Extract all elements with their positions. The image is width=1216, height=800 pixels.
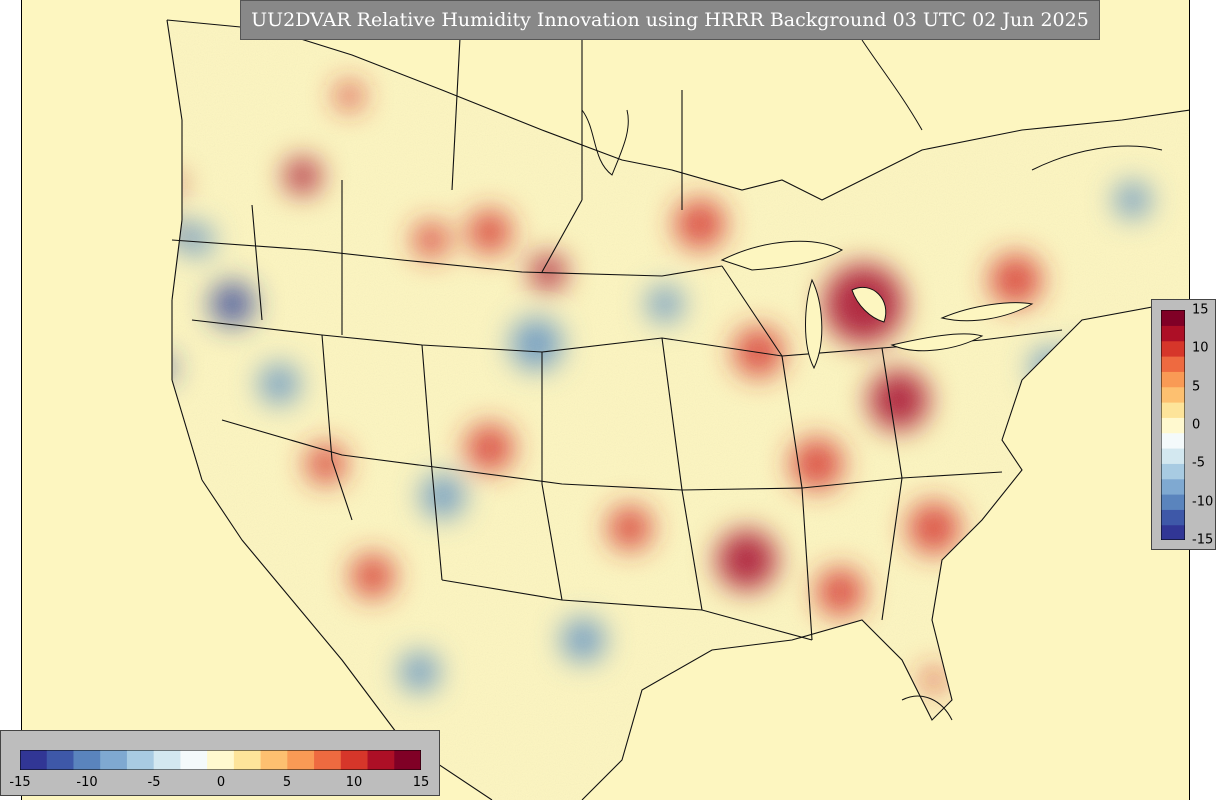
colorbar-segment <box>1161 448 1185 464</box>
colorbar-segment <box>314 750 342 770</box>
coastline-details <box>581 39 1163 721</box>
colorbar-segment <box>153 750 181 770</box>
colorbar-segment <box>1161 340 1185 357</box>
vertical-colorbar-ramp <box>1161 310 1185 540</box>
humidity-innovation-map <box>22 0 1189 800</box>
vbar-tick-15: 15 <box>1192 302 1209 318</box>
hbar-tick-5: 5 <box>282 775 292 790</box>
colorbar-segment <box>1161 494 1185 510</box>
colorbar-segment <box>20 750 48 770</box>
hbar-tick-10: 10 <box>345 775 363 790</box>
hbar-tick-minus15: -15 <box>9 775 31 790</box>
colorbar-segment <box>1161 478 1185 495</box>
colorbar-segment <box>287 750 315 770</box>
horizontal-colorbar-ramp <box>20 750 421 770</box>
colorbar-segment <box>73 750 101 770</box>
state-borders <box>166 0 1189 800</box>
map-title: UU2DVAR Relative Humidity Innovation usi… <box>240 0 1100 40</box>
colorbar-segment <box>1161 356 1185 372</box>
vbar-tick-10: 10 <box>1192 340 1209 356</box>
hbar-tick-15: 15 <box>412 775 430 790</box>
colorbar-segment <box>180 750 208 770</box>
colorbar-segment <box>100 750 128 770</box>
colorbar-segment <box>46 750 75 770</box>
colorbar-segment <box>1161 325 1185 342</box>
vbar-tick-minus10: -10 <box>1192 494 1214 510</box>
colorbar-segment <box>126 750 155 770</box>
colorbar-segment <box>1161 524 1185 540</box>
colorbar-segment <box>1161 417 1185 434</box>
colorbar-segment <box>233 750 262 770</box>
vbar-tick-5: 5 <box>1192 379 1201 395</box>
colorbar-segment <box>1161 386 1185 403</box>
vbar-tick-minus15: -15 <box>1192 532 1214 548</box>
colorbar-segment <box>1161 371 1185 388</box>
horizontal-colorbar: -15 -10 -5 0 5 10 15 <box>0 730 440 796</box>
hbar-tick-minus5: -5 <box>147 775 161 790</box>
colorbar-segment <box>1161 432 1185 449</box>
colorbar-segment <box>1161 509 1185 526</box>
vbar-tick-0: 0 <box>1192 417 1201 433</box>
hbar-tick-minus10: -10 <box>76 775 98 790</box>
colorbar-segment <box>1161 310 1185 326</box>
colorbar-segment <box>394 750 421 770</box>
colorbar-segment <box>1161 402 1185 418</box>
colorbar-segment <box>260 750 288 770</box>
vbar-tick-minus5: -5 <box>1192 455 1205 471</box>
map-panel <box>21 0 1190 800</box>
colorbar-segment <box>207 750 235 770</box>
great-lakes <box>720 240 1034 370</box>
vertical-colorbar: 15 10 5 0 -5 -10 -15 <box>1151 299 1216 550</box>
colorbar-segment <box>340 750 369 770</box>
colorbar-segment <box>1161 463 1185 480</box>
hbar-tick-0: 0 <box>216 775 226 790</box>
colorbar-segment <box>367 750 395 770</box>
